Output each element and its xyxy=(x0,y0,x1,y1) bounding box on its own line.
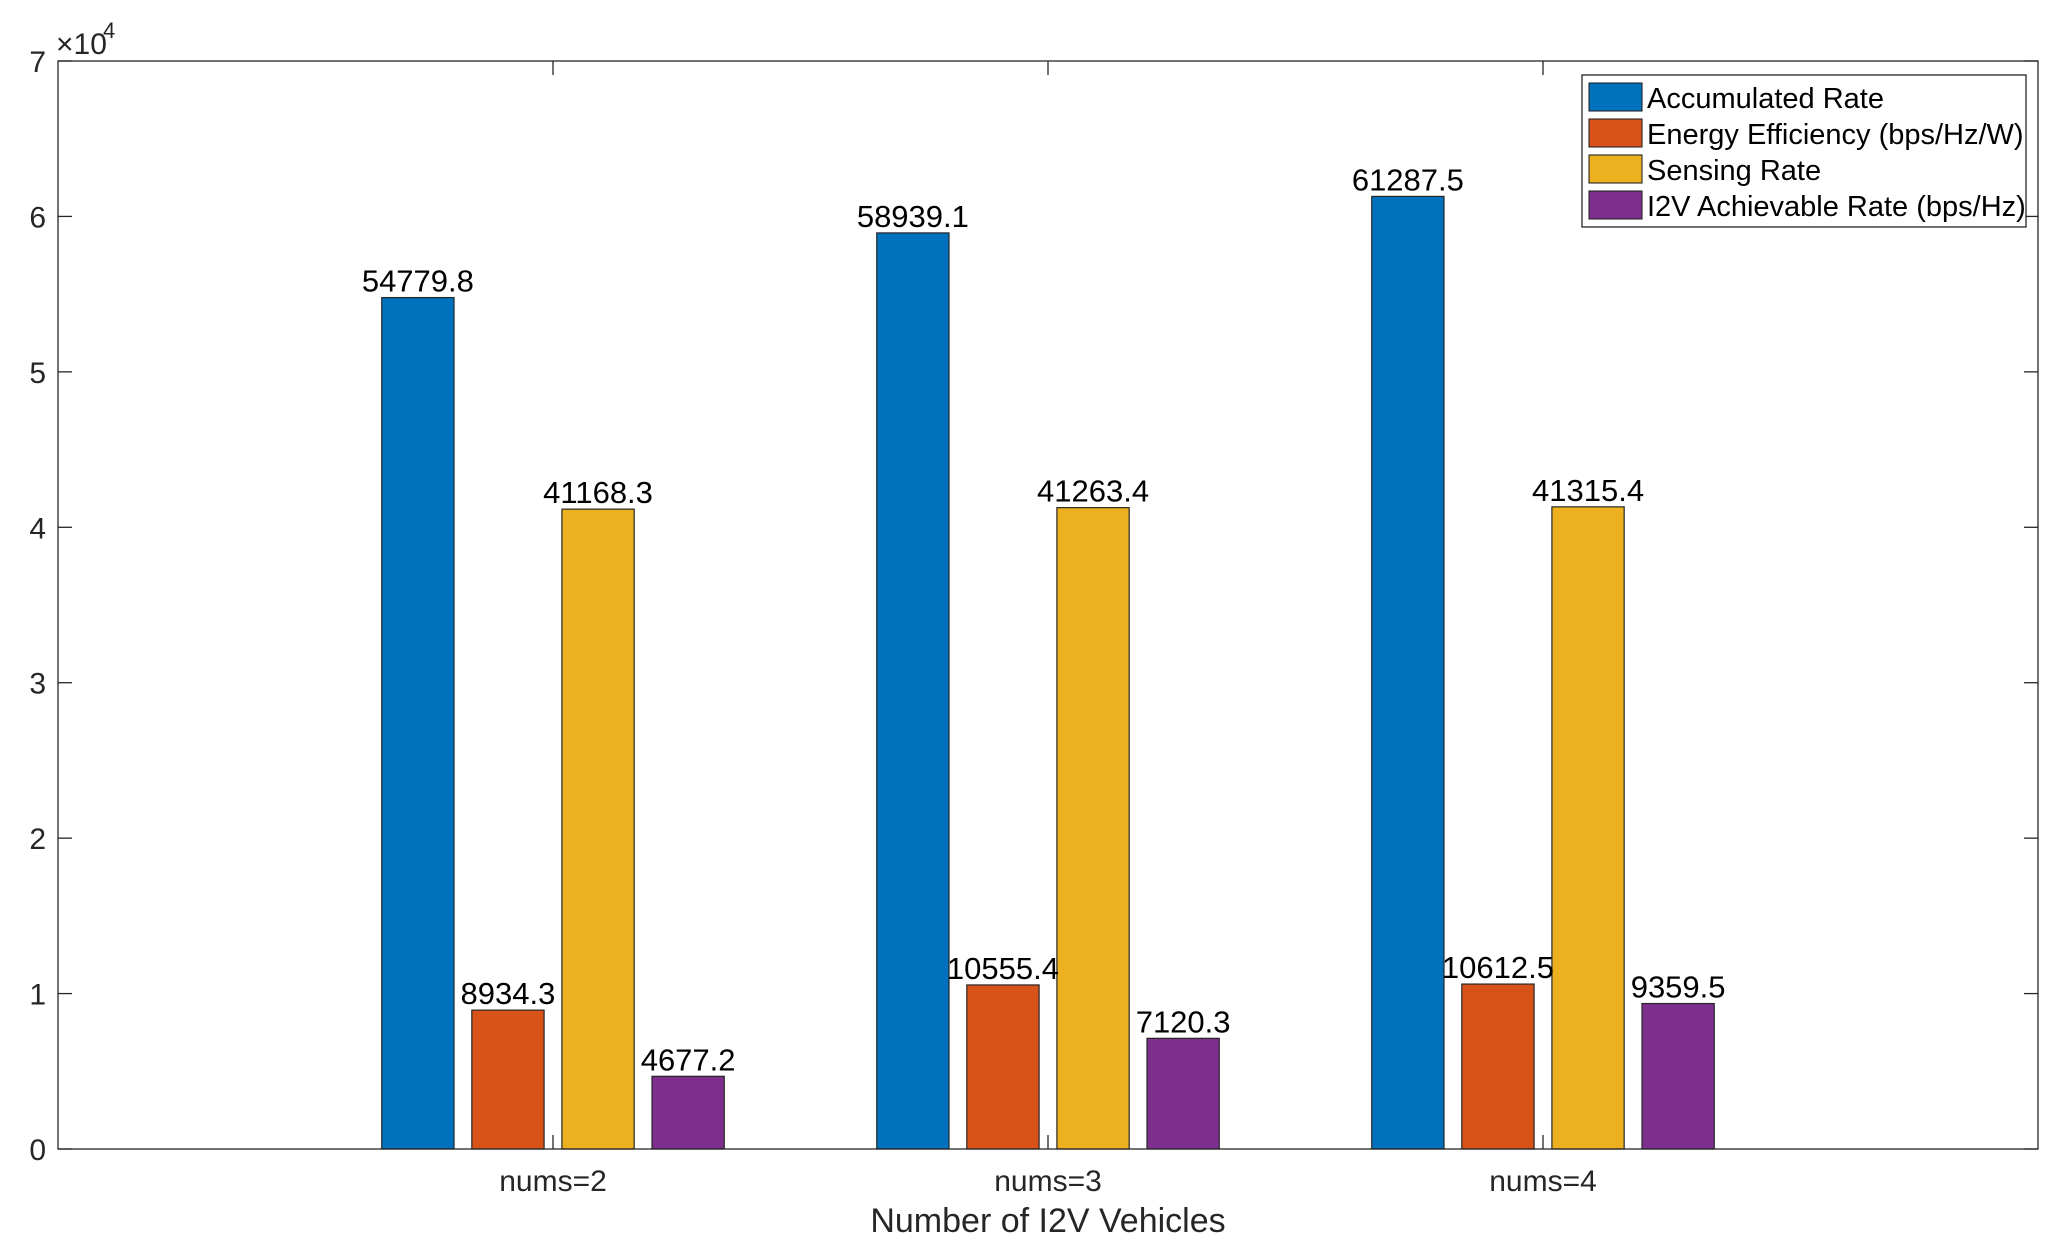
data-label: 61287.5 xyxy=(1352,162,1464,197)
y-tick-label: 5 xyxy=(29,357,46,390)
y-tick-label: 1 xyxy=(29,979,46,1012)
x-tick-label: nums=4 xyxy=(1489,1165,1597,1198)
bar-2-nums=2 xyxy=(471,1009,545,1150)
y-tick-label: 2 xyxy=(29,823,46,856)
x-axis-label: Number of I2V Vehicles xyxy=(870,1202,1225,1240)
legend-swatch-1 xyxy=(1588,82,1643,112)
x-tick-label: nums=2 xyxy=(499,1165,607,1198)
legend: Accumulated Rate Energy Efficiency (bps/H… xyxy=(1581,74,2027,228)
bar-2-nums=3 xyxy=(966,984,1040,1150)
bar-4-nums=4 xyxy=(1641,1002,1715,1150)
legend-label: Accumulated Rate xyxy=(1647,83,1884,115)
data-label: 10612.5 xyxy=(1442,950,1554,985)
data-label: 10555.4 xyxy=(947,951,1059,986)
legend-label: I2V Achievable Rate (bps/Hz) xyxy=(1647,191,2026,223)
data-label: 41263.4 xyxy=(1037,474,1149,509)
bar-1-nums=4 xyxy=(1371,195,1445,1150)
bar-4-nums=3 xyxy=(1146,1037,1220,1150)
bar-3-nums=4 xyxy=(1551,506,1625,1150)
bar-4-nums=2 xyxy=(651,1075,725,1150)
y-tick-label: 3 xyxy=(29,668,46,701)
y-exponent-base: ×10 xyxy=(56,28,107,61)
data-label: 41315.4 xyxy=(1532,473,1644,508)
legend-label: Sensing Rate xyxy=(1647,155,1821,187)
x-tick-label: nums=3 xyxy=(994,1165,1102,1198)
bars-layer xyxy=(381,195,1715,1150)
y-tick-label: 7 xyxy=(29,46,46,79)
data-label: 4677.2 xyxy=(641,1042,736,1077)
y-tick-label: 0 xyxy=(29,1134,46,1167)
bar-3-nums=2 xyxy=(561,508,635,1150)
data-label: 9359.5 xyxy=(1631,970,1726,1005)
y-axis-exponent: ×10 4 xyxy=(56,18,115,61)
y-exponent-power: 4 xyxy=(103,18,115,43)
bar-3-nums=3 xyxy=(1056,507,1130,1150)
y-tick-label: 4 xyxy=(29,512,46,545)
legend-swatch-3 xyxy=(1588,154,1643,184)
data-label: 54779.8 xyxy=(362,264,474,299)
y-tick-label: 6 xyxy=(29,201,46,234)
data-label: 8934.3 xyxy=(461,976,556,1011)
data-label: 7120.3 xyxy=(1136,1004,1231,1039)
legend-swatch-2 xyxy=(1588,118,1643,148)
bar-2-nums=4 xyxy=(1461,983,1535,1150)
legend-swatch-4 xyxy=(1588,190,1643,220)
data-label: 58939.1 xyxy=(857,199,969,234)
axes-layer: 0 1 2 3 4 5 6 7 nums=2 nums=3 nums=4 xyxy=(29,46,2039,1198)
bar-1-nums=2 xyxy=(381,296,455,1150)
legend-label: Energy Efficiency (bps/Hz/W) xyxy=(1647,119,2024,151)
bar-1-nums=3 xyxy=(876,232,950,1150)
data-label: 41168.3 xyxy=(543,475,653,510)
bar-labels-layer: 54779.8 8934.3 41168.3 4677.2 58939.1 10555.4… xyxy=(362,162,1726,1077)
legend-box xyxy=(1581,74,2027,228)
